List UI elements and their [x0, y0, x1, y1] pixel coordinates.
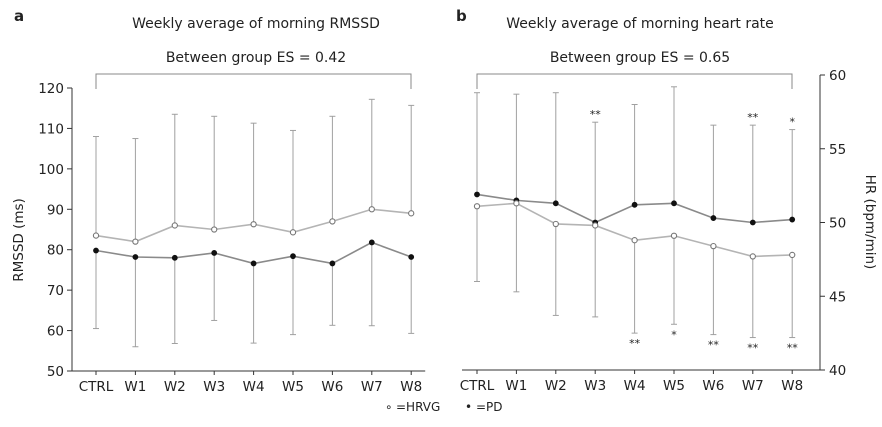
b-y-tick-label: 45: [829, 289, 846, 305]
a-point-pd: [368, 239, 375, 246]
b-x-tick-label: CTRL: [460, 378, 495, 394]
b-point-hrvg: [513, 200, 520, 207]
a-point-hrvg: [132, 238, 139, 245]
a-point-pd: [93, 247, 99, 254]
b-x-tick-label: W2: [545, 378, 567, 394]
a-point-hrvg: [211, 226, 218, 233]
b-point-pd: [671, 200, 677, 207]
a-x-tick-label: W8: [400, 379, 422, 395]
b-x-tick-label: W4: [624, 378, 646, 394]
legend: ∘ =HRVG • =PD: [385, 400, 503, 414]
a-point-pd: [211, 250, 218, 256]
panel-a-title: Weekly average of morning RMSSD: [132, 16, 380, 32]
a-point-hrvg: [289, 229, 297, 236]
legend-pd-label: =PD: [476, 400, 503, 414]
b-point-pd: [631, 201, 638, 208]
panel-b: b Weekly average of morning heart rate B…: [456, 7, 878, 394]
panel-b-effect-size: Between group ES = 0.65: [550, 50, 730, 66]
b-x-tick-label: W3: [584, 378, 606, 394]
b-point-hrvg: [670, 232, 678, 239]
panel-a-effect-size: Between group ES = 0.42: [166, 50, 346, 66]
b-point-hrvg: [592, 222, 599, 229]
a-x-tick-label: W2: [164, 379, 186, 395]
a-x-tick-label: W6: [321, 379, 343, 395]
a-y-tick-label: 90: [47, 202, 64, 218]
b-y-tick-label: 40: [829, 363, 846, 379]
b-significance-below: **: [787, 342, 799, 355]
a-y-tick-label: 70: [47, 283, 64, 299]
a-point-hrvg: [171, 222, 178, 229]
legend-hrvg-label: =HRVG: [396, 400, 440, 414]
panel-a-letter: a: [14, 7, 24, 25]
b-point-pd: [552, 200, 559, 207]
a-x-tick-label: W5: [282, 379, 304, 395]
a-x-tick-label: W7: [361, 379, 383, 395]
b-significance-above: **: [747, 111, 759, 124]
a-point-hrvg: [92, 232, 100, 239]
a-y-tick-label: 110: [38, 121, 64, 137]
b-point-pd: [710, 215, 717, 221]
a-y-tick-label: 50: [47, 364, 64, 380]
panel-a-y-axis-label: RMSSD (ms): [11, 198, 27, 282]
b-significance-above: **: [590, 108, 602, 121]
panel-b-title: Weekly average of morning heart rate: [506, 16, 774, 32]
b-y-tick-label: 60: [829, 68, 846, 84]
a-x-tick-label: W3: [203, 379, 225, 395]
b-point-hrvg: [552, 220, 559, 228]
b-point-hrvg: [710, 242, 717, 250]
panel-a-bracket: [95, 73, 412, 89]
panel-a: a Weekly average of morning RMSSD Betwee…: [11, 7, 426, 395]
b-point-pd: [789, 216, 796, 223]
a-y-tick-label: 120: [38, 81, 64, 97]
a-point-hrvg: [368, 206, 375, 213]
a-point-hrvg: [408, 210, 415, 217]
a-y-tick-label: 80: [47, 243, 64, 259]
b-x-tick-label: W8: [781, 378, 803, 394]
b-x-tick-label: W5: [663, 378, 685, 394]
a-point-pd: [250, 260, 257, 267]
a-point-hrvg: [329, 218, 336, 225]
b-x-tick-label: W1: [505, 378, 527, 394]
panel-b-bracket: [476, 73, 793, 89]
a-point-pd: [329, 260, 336, 267]
b-point-hrvg: [631, 237, 638, 244]
legend-hrvg-symbol: ∘: [385, 400, 393, 414]
b-significance-below: **: [708, 339, 720, 352]
a-point-pd: [171, 254, 178, 261]
b-y-tick-label: 50: [829, 216, 846, 232]
legend-pd-symbol: •: [465, 400, 472, 414]
a-x-tick-label: W4: [243, 379, 265, 395]
a-x-tick-label: CTRL: [79, 379, 114, 395]
b-point-hrvg: [473, 203, 481, 210]
b-significance-below: **: [629, 337, 641, 350]
panel-b-letter: b: [456, 7, 467, 25]
b-significance-below: *: [671, 328, 677, 341]
b-point-hrvg: [789, 251, 796, 259]
b-point-pd: [749, 219, 756, 226]
b-significance-below: **: [747, 342, 759, 355]
a-y-tick-label: 60: [47, 324, 64, 340]
a-point-pd: [408, 254, 415, 260]
b-point-pd: [474, 191, 480, 198]
a-x-tick-label: W1: [124, 379, 146, 395]
b-y-tick-label: 55: [829, 142, 846, 158]
b-x-tick-label: W7: [742, 378, 764, 394]
a-point-hrvg: [250, 221, 257, 228]
a-point-pd: [132, 254, 139, 260]
a-y-tick-label: 100: [38, 162, 64, 178]
a-point-pd: [290, 253, 296, 260]
panel-b-y-axis-label: HR (bpm/min): [862, 175, 878, 270]
a-series-line-pd: [95, 241, 412, 265]
b-point-hrvg: [749, 253, 756, 260]
b-significance-above: *: [789, 116, 795, 129]
b-x-tick-label: W6: [702, 378, 724, 394]
